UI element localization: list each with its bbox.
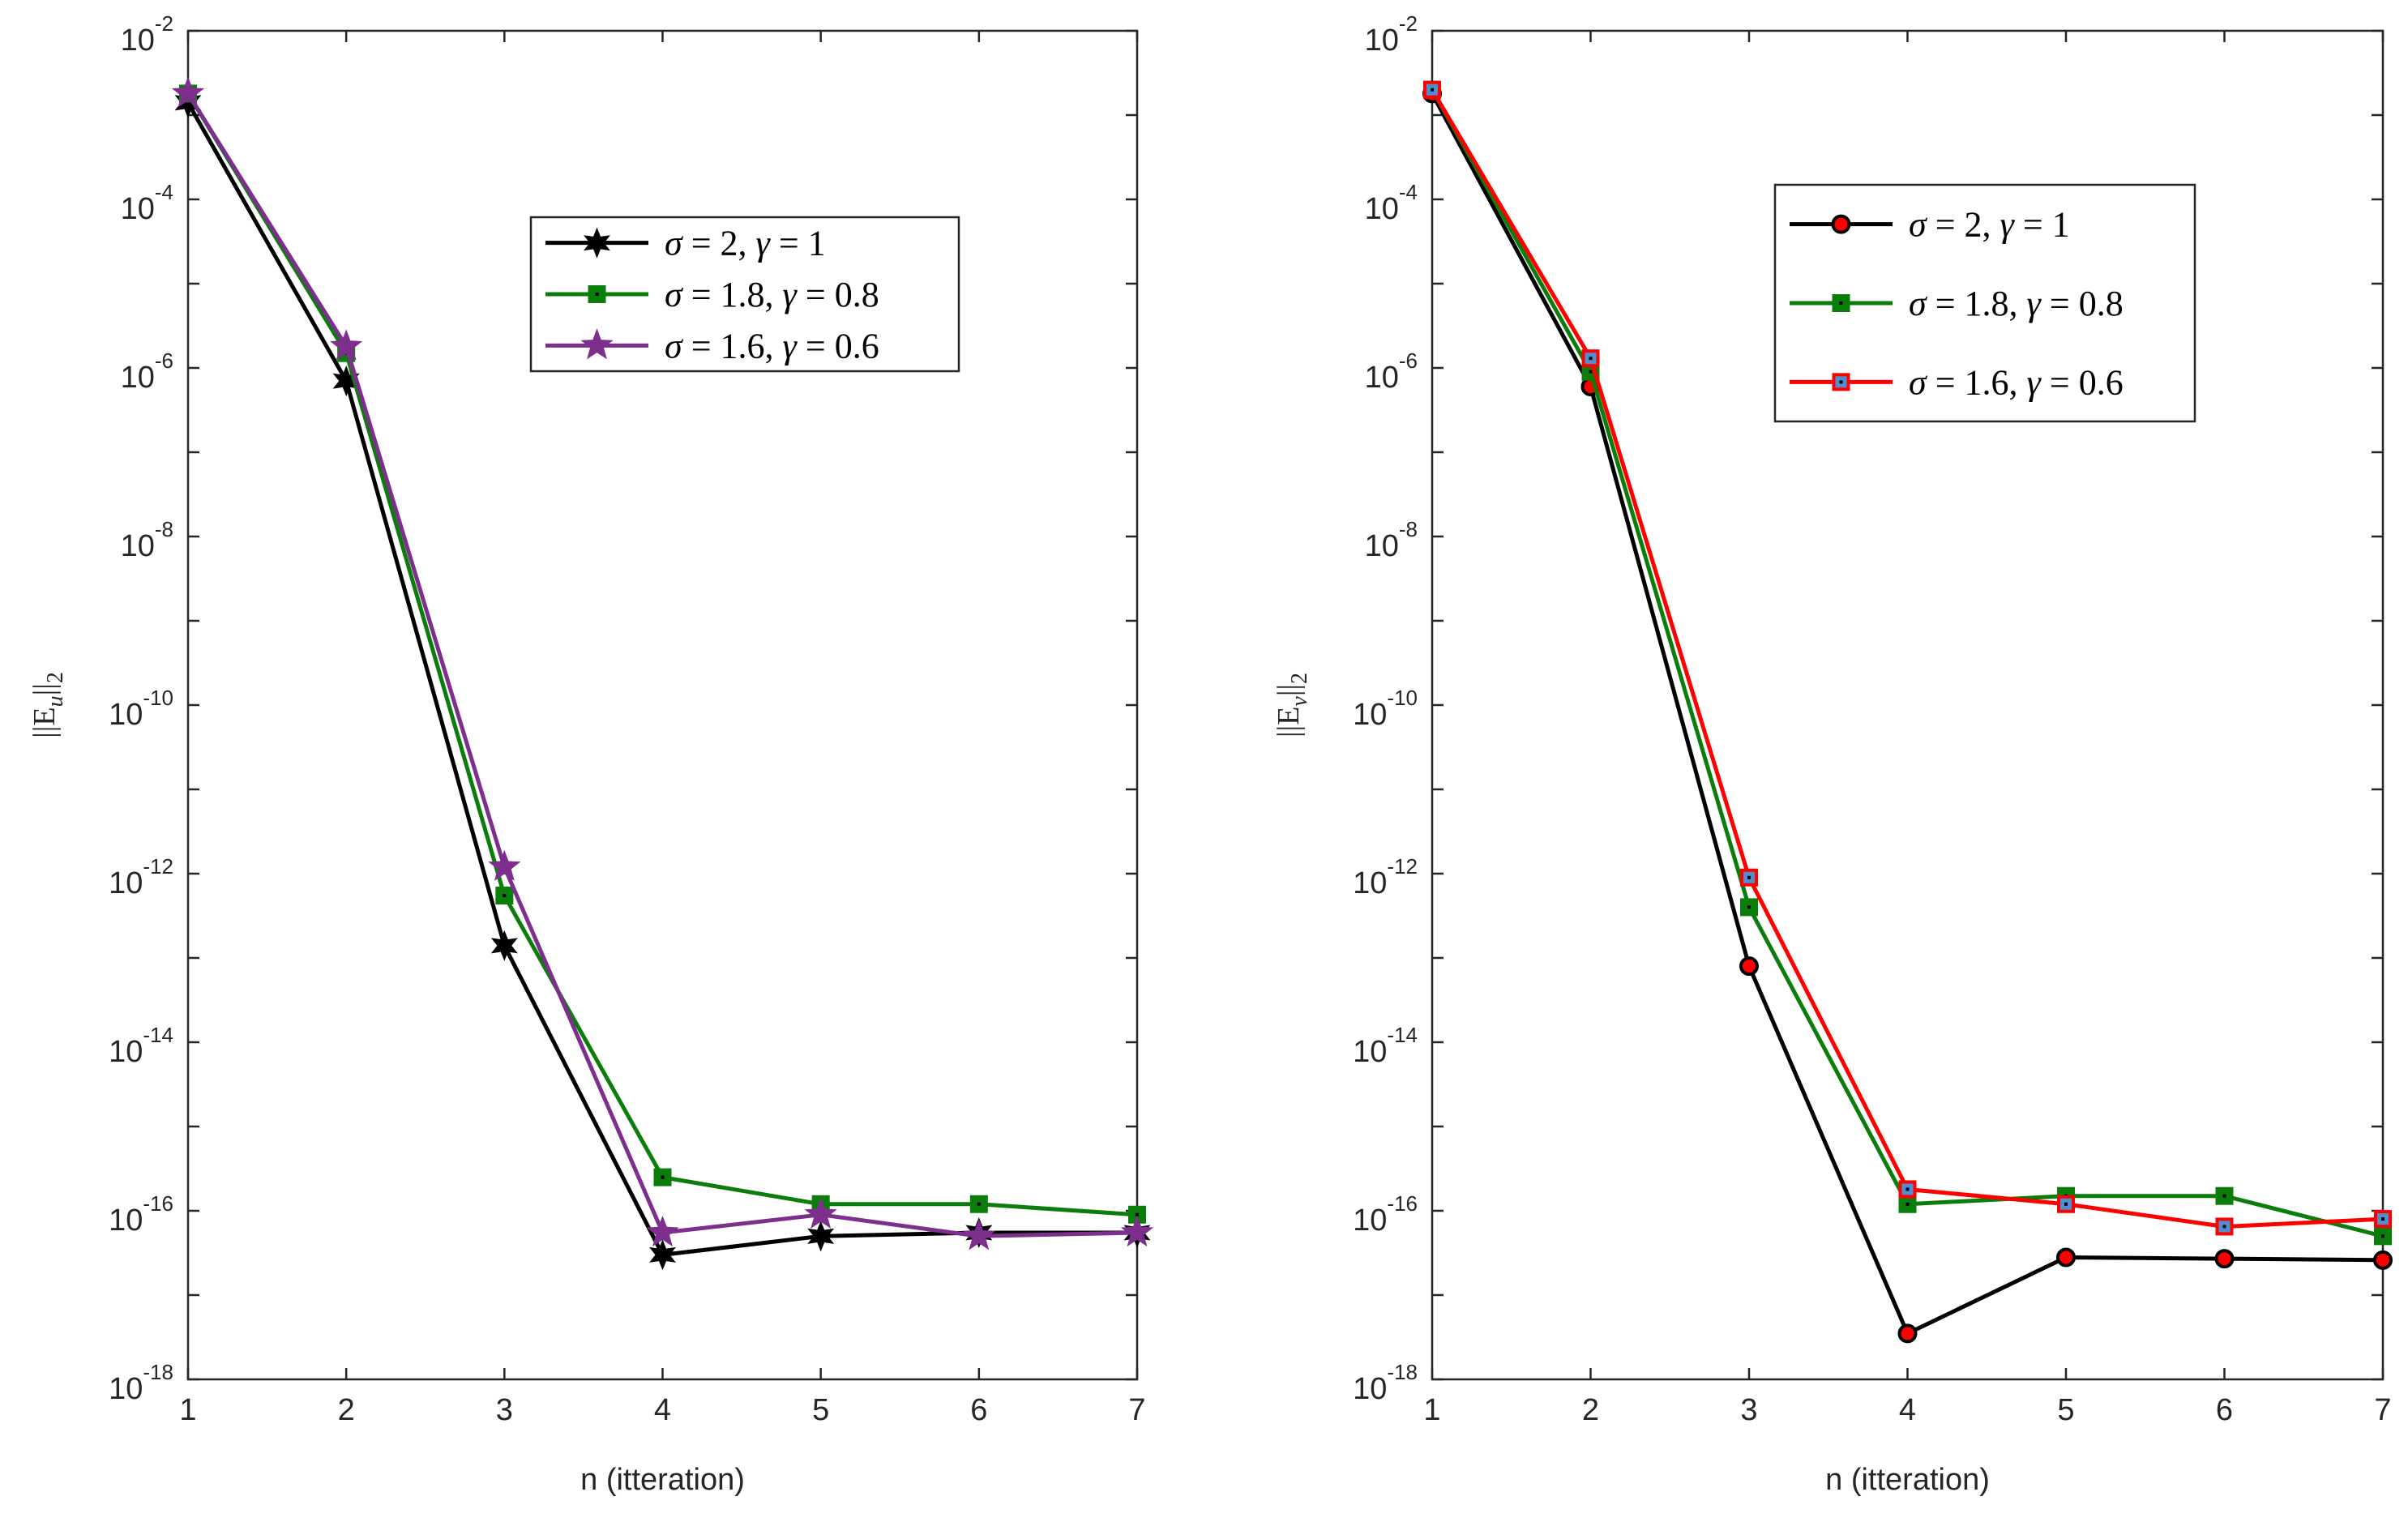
y-tick-label: 10-8 xyxy=(1365,517,1418,563)
y-tick-label: 10-10 xyxy=(1353,686,1418,732)
x-tick-label: 6 xyxy=(970,1393,987,1427)
data-point xyxy=(490,930,518,961)
y-axis-title: ||Ev||2 xyxy=(1272,673,1312,737)
y-tick-label: 10-14 xyxy=(1353,1023,1418,1069)
y-tick-label: 10-8 xyxy=(121,517,173,563)
x-tick-label: 7 xyxy=(2374,1393,2391,1427)
legend: σ = 2, γ = 1 σ = 1.8, γ = 0.8 σ = 1.6, γ =… xyxy=(1773,183,2196,423)
data-point xyxy=(330,329,363,361)
x-tick-label: 7 xyxy=(1128,1393,1145,1427)
data-point xyxy=(962,1219,995,1251)
legend-marker xyxy=(584,227,610,259)
y-tick-label: 10-18 xyxy=(1353,1360,1418,1406)
data-point xyxy=(804,1197,837,1229)
y-tick-label: 10-10 xyxy=(109,686,173,732)
legend-label: σ = 2, γ = 1 xyxy=(1909,205,2070,245)
x-axis-title: n (itteration) xyxy=(580,1463,745,1497)
data-point xyxy=(171,76,205,108)
y-tick-label: 10-18 xyxy=(109,1360,173,1406)
data-point xyxy=(2056,1247,2076,1268)
data-point xyxy=(332,366,360,397)
y-tick-label: 10-16 xyxy=(109,1191,173,1238)
x-tick-label: 2 xyxy=(338,1393,355,1427)
y-tick-label: 10-6 xyxy=(121,348,173,395)
legend-label: σ = 1.8, γ = 0.8 xyxy=(1909,284,2124,323)
x-tick-label: 4 xyxy=(654,1393,671,1427)
legend-marker xyxy=(580,328,614,360)
legend-label: σ = 1.6, γ = 0.6 xyxy=(1909,362,2124,402)
data-point xyxy=(1120,1215,1154,1247)
y-tick-label: 10-16 xyxy=(1353,1191,1418,1238)
chart-panel-1: 1 2 3 4 5 6 7 10-2 10-4 10-6 10-8 10-10 10-12 10-14 10… xyxy=(28,11,1154,1497)
x-tick-label: 5 xyxy=(812,1393,829,1427)
x-axis-title: n (itteration) xyxy=(1825,1463,1990,1497)
x-tick-label: 6 xyxy=(2216,1393,2233,1427)
x-tick-label: 3 xyxy=(496,1393,513,1427)
y-axis-title: ||Eu||2 xyxy=(28,672,68,738)
x-tick-label: 4 xyxy=(1899,1393,1916,1427)
data-point xyxy=(1897,1323,1918,1344)
x-tick-label: 1 xyxy=(1423,1393,1440,1427)
legend-label: σ = 1.6, γ = 0.6 xyxy=(665,326,879,366)
data-point xyxy=(2214,1249,2235,1269)
y-tick-label: 10-6 xyxy=(1365,348,1418,395)
legend-label: σ = 2, γ = 1 xyxy=(665,224,826,263)
data-point xyxy=(649,1239,676,1271)
x-tick-label: 2 xyxy=(1582,1393,1599,1427)
data-point xyxy=(488,849,521,881)
x-tick-label: 3 xyxy=(1740,1393,1757,1427)
y-tick-label: 10-12 xyxy=(1353,854,1418,900)
y-tick-label: 10-4 xyxy=(1365,180,1418,226)
data-point xyxy=(646,1215,679,1247)
chart-panel-2: 1 2 3 4 5 6 7 10-2 10-4 10-6 10-8 10-10 10-12 10-14 10… xyxy=(1272,11,2393,1497)
legend: σ = 2, γ = 1 σ = 1.8, γ = 0.8 σ = 1.6, γ =… xyxy=(529,216,960,373)
data-point xyxy=(174,87,202,118)
data-point xyxy=(807,1221,835,1252)
y-tick-label: 10-2 xyxy=(1365,11,1418,58)
y-tick-label: 10-12 xyxy=(109,854,173,900)
data-point xyxy=(2373,1250,2393,1270)
series-3 xyxy=(1423,80,2392,1236)
x-tick-label: 1 xyxy=(179,1393,196,1427)
legend-marker xyxy=(1831,214,1851,234)
y-tick-label: 10-4 xyxy=(121,180,173,226)
data-point xyxy=(1739,956,1759,977)
series-3 xyxy=(171,76,1154,1251)
y-tick-label: 10-2 xyxy=(121,11,173,58)
x-tick-label: 5 xyxy=(2057,1393,2074,1427)
legend-label: σ = 1.8, γ = 0.8 xyxy=(665,275,879,314)
y-tick-label: 10-14 xyxy=(109,1023,173,1069)
